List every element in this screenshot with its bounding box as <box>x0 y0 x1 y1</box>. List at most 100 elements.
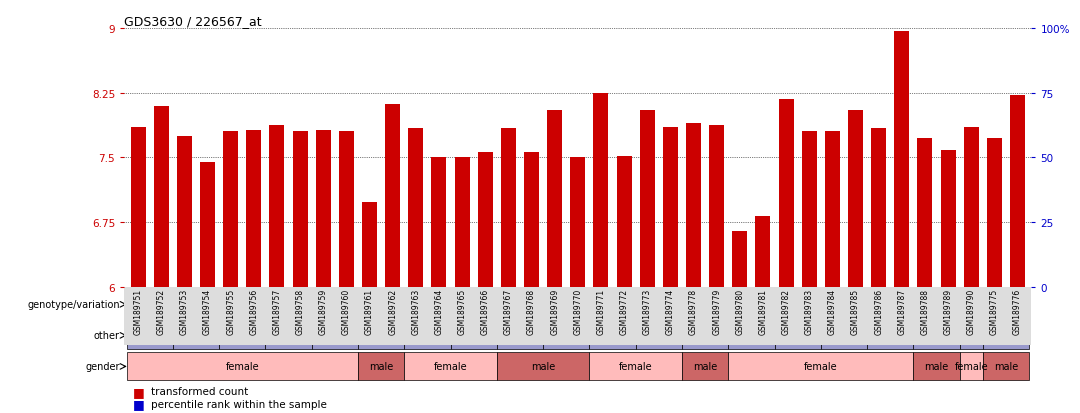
Text: pair 27: pair 27 <box>875 331 906 340</box>
Text: female: female <box>804 361 838 372</box>
Bar <box>710 125 725 287</box>
Point <box>662 57 679 63</box>
Point <box>616 57 633 63</box>
Text: gender: gender <box>85 361 120 372</box>
Text: male: male <box>924 361 948 372</box>
Text: pair 25: pair 25 <box>782 331 813 340</box>
Bar <box>126 322 173 349</box>
Bar <box>357 353 404 380</box>
Bar <box>386 104 401 287</box>
Point <box>361 57 378 63</box>
Bar <box>917 139 932 287</box>
Point <box>916 57 933 63</box>
Bar <box>983 322 1029 349</box>
Text: female: female <box>955 361 988 372</box>
Bar <box>315 131 330 287</box>
Bar <box>450 322 497 349</box>
Point <box>407 57 424 63</box>
Bar <box>524 153 539 287</box>
Point <box>245 57 262 63</box>
Text: female: female <box>434 361 468 372</box>
Point <box>708 57 726 63</box>
Point <box>176 57 193 63</box>
Bar <box>639 111 654 287</box>
Text: male: male <box>994 361 1018 372</box>
Point <box>338 57 355 63</box>
Point <box>778 57 795 63</box>
Point <box>222 57 240 63</box>
Text: pair 22: pair 22 <box>990 331 1022 340</box>
Text: pair 4: pair 4 <box>275 331 301 340</box>
Point <box>940 57 957 63</box>
Bar <box>963 128 978 287</box>
Text: pair 1: pair 1 <box>136 331 163 340</box>
Point <box>199 57 216 63</box>
Bar <box>570 158 585 287</box>
Text: pair 20: pair 20 <box>596 331 629 340</box>
Point <box>130 57 147 63</box>
Bar <box>941 151 956 287</box>
Bar <box>269 125 284 287</box>
Bar <box>126 291 590 318</box>
Text: male: male <box>693 361 717 372</box>
Point <box>430 57 447 63</box>
Point <box>638 57 656 63</box>
Bar <box>914 353 960 380</box>
Text: pair 8: pair 8 <box>460 331 487 340</box>
Bar <box>686 123 701 287</box>
Text: ■: ■ <box>133 385 145 398</box>
Bar <box>755 216 770 287</box>
Point <box>592 57 609 63</box>
Text: pair 12: pair 12 <box>551 331 582 340</box>
Text: pair 24: pair 24 <box>735 331 767 340</box>
Bar <box>362 203 377 287</box>
Bar <box>408 129 423 287</box>
Text: pair 28: pair 28 <box>920 331 953 340</box>
Bar <box>681 322 728 349</box>
Bar <box>732 231 747 287</box>
Point <box>476 57 494 63</box>
Bar <box>728 353 914 380</box>
Bar <box>848 111 863 287</box>
Point <box>847 57 864 63</box>
Point <box>500 57 517 63</box>
Bar <box>960 322 983 349</box>
Bar <box>455 158 470 287</box>
Bar <box>617 156 632 287</box>
Point <box>268 57 285 63</box>
Bar <box>894 32 909 287</box>
Text: pair 5: pair 5 <box>322 331 348 340</box>
Bar <box>779 100 794 287</box>
Bar <box>477 153 492 287</box>
Text: pair 29: pair 29 <box>956 331 987 340</box>
Bar <box>246 131 261 287</box>
Point <box>1009 57 1026 63</box>
Text: pair 23: pair 23 <box>689 331 721 340</box>
Bar <box>293 132 308 287</box>
Text: pair 6: pair 6 <box>368 331 394 340</box>
Bar <box>131 128 146 287</box>
Point <box>731 139 748 146</box>
Text: transformed count: transformed count <box>151 387 248 396</box>
Text: dizygotic twin: dizygotic twin <box>773 299 846 310</box>
Point <box>685 57 702 63</box>
Text: other: other <box>94 330 120 341</box>
Point <box>546 57 564 63</box>
Bar <box>219 322 266 349</box>
Bar <box>593 93 608 287</box>
Bar <box>983 353 1029 380</box>
Bar <box>801 132 816 287</box>
Point <box>523 57 540 63</box>
Point <box>152 57 170 63</box>
Bar <box>357 322 404 349</box>
Bar <box>173 322 219 349</box>
Bar <box>266 322 312 349</box>
Bar <box>590 291 1029 318</box>
Text: GDS3630 / 226567_at: GDS3630 / 226567_at <box>124 15 261 28</box>
Point <box>292 57 309 63</box>
Bar <box>431 158 446 287</box>
Point <box>824 57 841 63</box>
Bar <box>339 132 354 287</box>
Point <box>893 26 910 32</box>
Bar <box>774 322 821 349</box>
